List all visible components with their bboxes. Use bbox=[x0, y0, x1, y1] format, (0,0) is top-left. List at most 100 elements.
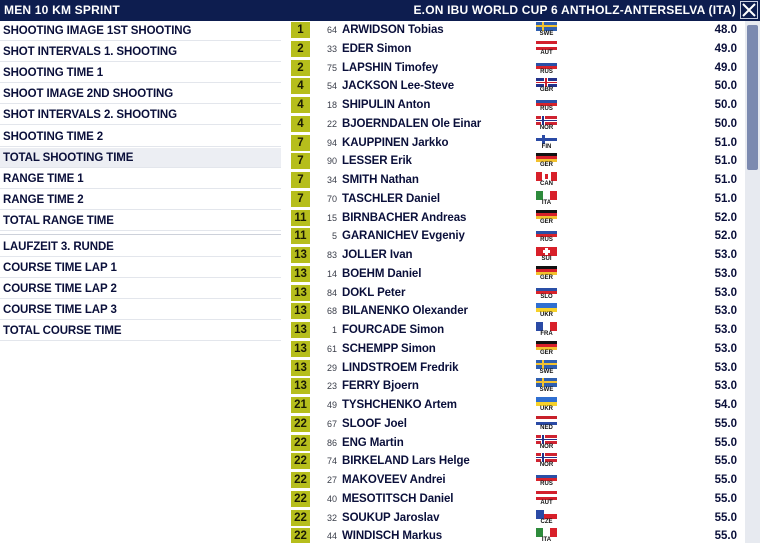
menu-item-range-time-2[interactable]: RANGE TIME 2 bbox=[0, 190, 281, 210]
flag-stripe bbox=[536, 303, 557, 309]
flag-stripe bbox=[536, 231, 557, 235]
athlete-name: SCHEMPP Simon bbox=[342, 342, 436, 355]
results-list: 1 64 ARWIDSON Tobias SWE 48.0 2 33 EDER Simon AU… bbox=[285, 21, 745, 543]
result-row[interactable]: 13 23 FERRY Bjoern SWE 53.0 bbox=[285, 377, 745, 396]
result-row[interactable]: 4 22 BJOERNDALEN Ole Einar NOR 50.0 bbox=[285, 115, 745, 134]
nation-code: RUS bbox=[536, 481, 557, 488]
menu-item-range-time-1[interactable]: RANGE TIME 1 bbox=[0, 169, 281, 189]
flag-icon-gbr: GBR bbox=[536, 78, 557, 95]
result-row[interactable]: 22 40 MESOTITSCH Daniel AUT 55.0 bbox=[285, 490, 745, 509]
bib-number: 34 bbox=[326, 175, 337, 185]
menu-item-shot-intervals-1-shooting[interactable]: SHOT INTERVALS 1. SHOOTING bbox=[0, 42, 281, 63]
menu-item-course-time-lap-3[interactable]: COURSE TIME LAP 3 bbox=[0, 300, 281, 321]
shooting-time: 53.0 bbox=[714, 305, 737, 318]
flag-stripe bbox=[536, 153, 557, 157]
flag-stripe bbox=[536, 415, 557, 419]
flag-icon-swe: SWE bbox=[536, 378, 557, 395]
shooting-time: 55.0 bbox=[714, 511, 737, 524]
flag-detail bbox=[536, 528, 543, 538]
rank-badge: 13 bbox=[291, 340, 310, 357]
flag-detail bbox=[550, 322, 557, 331]
result-row[interactable]: 4 54 JACKSON Lee-Steve GBR 50.0 bbox=[285, 77, 745, 96]
close-button[interactable] bbox=[740, 1, 758, 19]
results-scrollbar[interactable] bbox=[745, 21, 760, 543]
scrollbar-thumb[interactable] bbox=[747, 25, 758, 170]
flag-stripe bbox=[536, 343, 557, 347]
nation-code: GER bbox=[536, 349, 557, 357]
bib-number: 70 bbox=[326, 193, 337, 204]
athlete-name: EDER Simon bbox=[342, 42, 412, 55]
bib-number: 44 bbox=[326, 531, 337, 542]
menu-item-course-time-lap-1[interactable]: COURSE TIME LAP 1 bbox=[0, 258, 281, 279]
shooting-time: 52.0 bbox=[714, 211, 737, 224]
result-row[interactable]: 22 86 ENG Martin NOR 55.0 bbox=[285, 434, 745, 453]
result-row[interactable]: 13 29 LINDSTROEM Fredrik SWE 53.0 bbox=[285, 359, 745, 378]
shooting-time: 51.0 bbox=[714, 155, 737, 168]
flag-stripe bbox=[536, 268, 557, 272]
result-row[interactable]: 22 32 SOUKUP Jaroslav CZE 55.0 bbox=[285, 509, 745, 528]
shooting-time: 51.0 bbox=[714, 136, 737, 149]
shooting-time: 53.0 bbox=[714, 342, 737, 355]
result-row[interactable]: 11 5 GARANICHEV Evgeniy RUS 52.0 bbox=[285, 227, 745, 246]
menu-item-total-shooting-time[interactable]: TOTAL SHOOTING TIME bbox=[0, 147, 281, 168]
result-row[interactable]: 1 64 ARWIDSON Tobias SWE 48.0 bbox=[285, 21, 745, 40]
flag-detail bbox=[545, 78, 547, 88]
result-row[interactable]: 2 33 EDER Simon AUT 49.0 bbox=[285, 40, 745, 59]
result-row[interactable]: 13 83 JOLLER Ivan SUI 53.0 bbox=[285, 246, 745, 265]
flag-detail bbox=[536, 190, 543, 200]
menu-item-shot-intervals-2-shooting[interactable]: SHOT INTERVALS 2. SHOOTING bbox=[0, 105, 281, 126]
bib-number: 29 bbox=[326, 362, 337, 373]
flag-detail bbox=[536, 119, 557, 121]
result-row[interactable]: 2 75 LAPSHIN Timofey RUS 49.0 bbox=[285, 59, 745, 78]
nation-code: FIN bbox=[536, 143, 557, 151]
bib-number: 54 bbox=[326, 81, 337, 92]
menu-item-total-course-time[interactable]: TOTAL COURSE TIME bbox=[0, 321, 281, 342]
result-row[interactable]: 13 14 BOEHM Daniel GER 53.0 bbox=[285, 265, 745, 284]
menu-item-course-time-lap-2[interactable]: COURSE TIME LAP 2 bbox=[0, 279, 281, 300]
flag-icon-ger: GER bbox=[536, 153, 557, 170]
menu-item-shooting-image-1st-shooting[interactable]: SHOOTING IMAGE 1ST SHOOTING bbox=[0, 21, 281, 41]
flag-stripe bbox=[536, 40, 557, 44]
rank-badge: 7 bbox=[291, 190, 310, 207]
flag-stripe bbox=[536, 322, 557, 331]
result-row[interactable]: 13 1 FOURCADE Simon FRA 53.0 bbox=[285, 321, 745, 340]
flag-stripe bbox=[536, 340, 557, 344]
athlete-name: JACKSON Lee-Steve bbox=[342, 80, 455, 93]
menu-item-laufzeit-3-runde[interactable]: LAUFZEIT 3. RUNDE bbox=[0, 237, 281, 257]
rank-badge: 13 bbox=[291, 322, 310, 338]
result-row[interactable]: 13 84 DOKL Peter SLO 53.0 bbox=[285, 284, 745, 303]
result-row[interactable]: 22 67 SLOOF Joel NED 55.0 bbox=[285, 415, 745, 434]
nation-code: ITA bbox=[536, 199, 557, 207]
result-row[interactable]: 7 34 SMITH Nathan CAN 51.0 bbox=[285, 171, 745, 190]
result-row[interactable]: 11 15 BIRNBACHER Andreas GER 52.0 bbox=[285, 209, 745, 228]
flag-icon-rus: RUS bbox=[536, 59, 557, 76]
result-row[interactable]: 7 90 LESSER Erik GER 51.0 bbox=[285, 152, 745, 171]
menu-item-total-range-time[interactable]: TOTAL RANGE TIME bbox=[0, 211, 281, 231]
result-row[interactable]: 22 27 MAKOVEEV Andrei RUS 55.0 bbox=[285, 471, 745, 490]
result-row[interactable]: 4 18 SHIPULIN Anton RUS 50.0 bbox=[285, 96, 745, 115]
result-row[interactable]: 13 68 BILANENKO Olexander UKR 53.0 bbox=[285, 302, 745, 321]
result-row[interactable]: 22 44 WINDISCH Markus ITA 55.0 bbox=[285, 527, 745, 543]
flag-detail bbox=[536, 362, 557, 365]
shooting-time: 55.0 bbox=[714, 436, 737, 449]
rank-badge: 21 bbox=[291, 397, 310, 413]
nation-code: GER bbox=[536, 274, 557, 282]
result-row[interactable]: 13 61 SCHEMPP Simon GER 53.0 bbox=[285, 340, 745, 359]
rank-badge: 22 bbox=[291, 528, 310, 543]
result-row[interactable]: 21 49 TYSHCHENKO Artem UKR 54.0 bbox=[285, 396, 745, 415]
menu-item-shoot-image-2nd-shooting[interactable]: SHOOT IMAGE 2ND SHOOTING bbox=[0, 84, 281, 105]
athlete-name: SMITH Nathan bbox=[342, 174, 419, 186]
result-row[interactable]: 7 70 TASCHLER Daniel ITA 51.0 bbox=[285, 190, 745, 209]
flag-icon-rus: RUS bbox=[536, 472, 557, 488]
menu-item-shooting-time-2[interactable]: SHOOTING TIME 2 bbox=[0, 127, 281, 147]
flag-icon-ukr: UKR bbox=[536, 397, 557, 413]
flag-stripe bbox=[536, 475, 557, 478]
bib-number: 61 bbox=[326, 343, 337, 354]
result-row[interactable]: 22 74 BIRKELAND Lars Helge NOR 55.0 bbox=[285, 452, 745, 471]
flag-stripe bbox=[536, 190, 557, 200]
result-row[interactable]: 7 94 KAUPPINEN Jarkko FIN 51.0 bbox=[285, 134, 745, 153]
menu-item-shooting-time-1[interactable]: SHOOTING TIME 1 bbox=[0, 63, 281, 84]
flag-stripe bbox=[536, 228, 557, 232]
flag-icon-swe: SWE bbox=[536, 359, 557, 376]
flag-stripe bbox=[536, 287, 557, 291]
